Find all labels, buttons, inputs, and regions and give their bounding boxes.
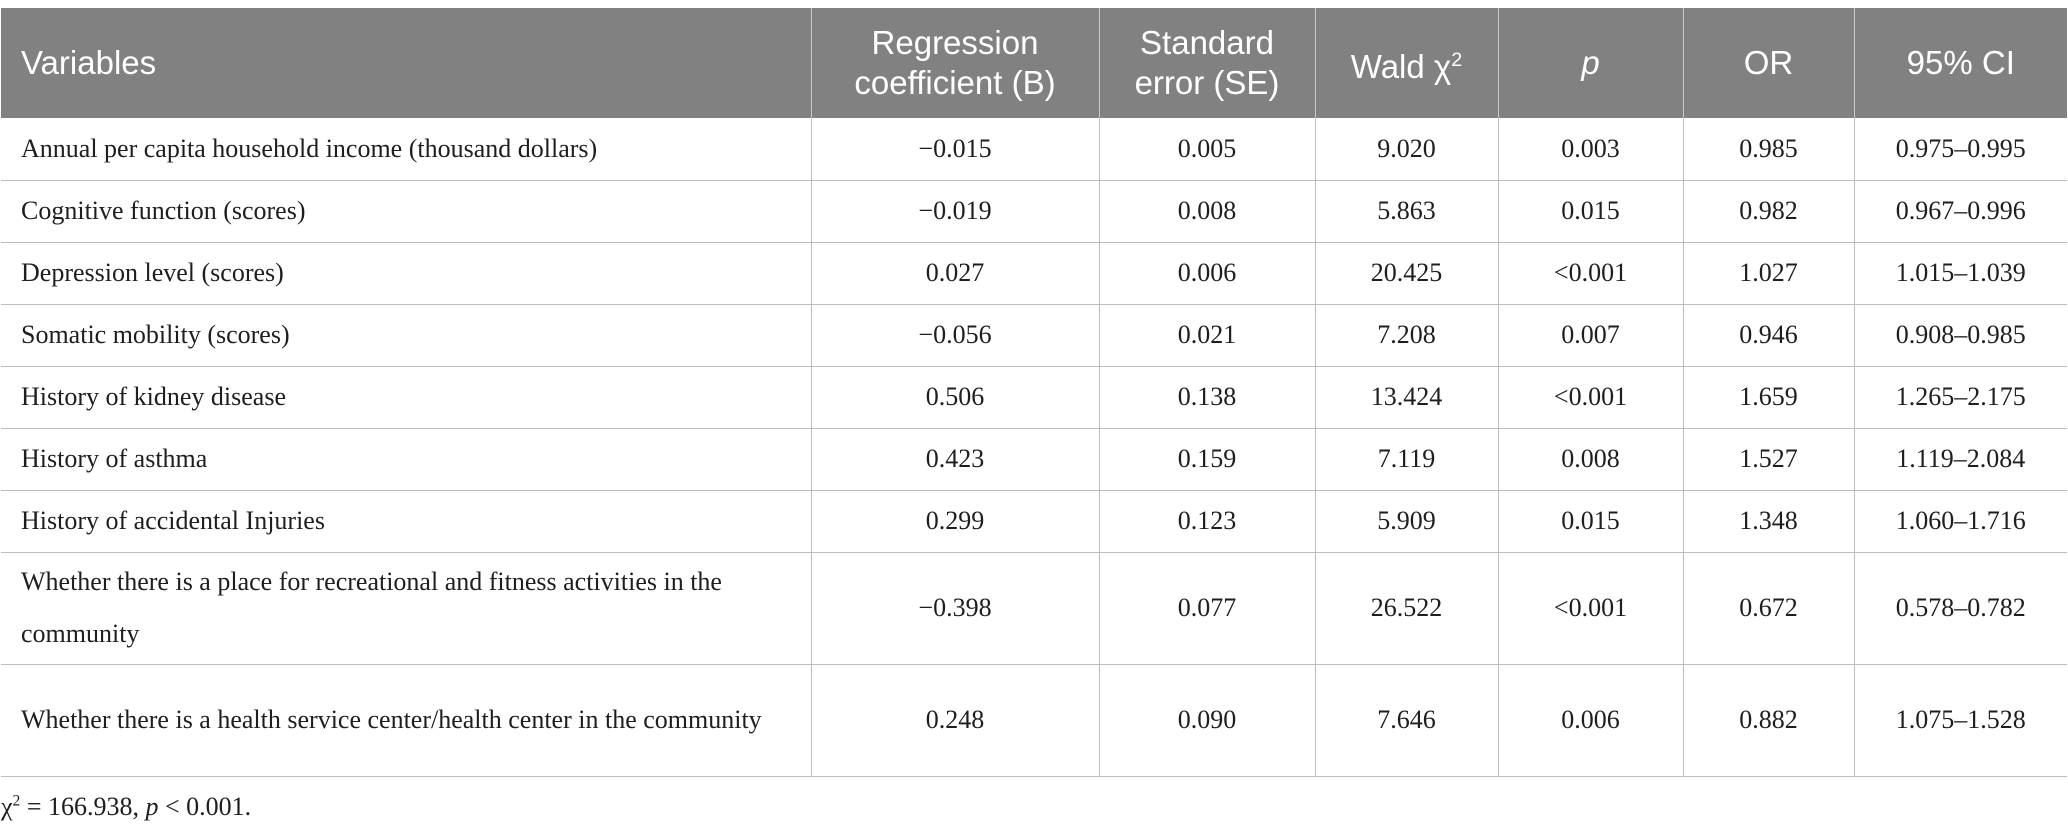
table-row: History of accidental Injuries 0.299 0.1… <box>1 490 2067 553</box>
cell-b: −0.019 <box>810 180 1099 243</box>
header-standard-error: Standard error (SE) <box>1098 8 1315 118</box>
cell-b: 0.506 <box>810 366 1099 429</box>
footnote-chi-symbol: χ <box>1 792 13 821</box>
header-wald-chi2: Wald χ2 <box>1314 8 1498 118</box>
cell-p: <0.001 <box>1497 242 1683 305</box>
cell-p: 0.003 <box>1497 118 1683 181</box>
header-p: p <box>1497 8 1683 118</box>
cell-wald: 5.863 <box>1314 180 1498 243</box>
footnote-p-symbol: p <box>145 792 159 821</box>
cell-b: −0.015 <box>810 118 1099 181</box>
cell-se: 0.159 <box>1098 428 1315 491</box>
cell-variable: Whether there is a health service center… <box>1 664 811 777</box>
cell-ci: 1.265–2.175 <box>1853 366 2067 429</box>
cell-variable: Annual per capita household income (thou… <box>1 118 811 181</box>
header-or: OR <box>1682 8 1854 118</box>
cell-variable: Whether there is a place for recreationa… <box>1 552 811 665</box>
cell-wald: 26.522 <box>1314 552 1498 665</box>
cell-ci: 1.075–1.528 <box>1853 664 2067 777</box>
cell-p: <0.001 <box>1497 366 1683 429</box>
cell-or: 1.659 <box>1682 366 1854 429</box>
cell-se: 0.090 <box>1098 664 1315 777</box>
table-row: Whether there is a place for recreationa… <box>1 552 2067 665</box>
cell-se: 0.006 <box>1098 242 1315 305</box>
cell-variable: History of asthma <box>1 428 811 491</box>
cell-variable: Depression level (scores) <box>1 242 811 305</box>
cell-or: 0.882 <box>1682 664 1854 777</box>
cell-ci: 1.119–2.084 <box>1853 428 2067 491</box>
cell-variable: Cognitive function (scores) <box>1 180 811 243</box>
cell-wald: 7.119 <box>1314 428 1498 491</box>
cell-b: −0.056 <box>810 304 1099 367</box>
cell-ci: 0.975–0.995 <box>1853 118 2067 181</box>
cell-or: 0.982 <box>1682 180 1854 243</box>
header-wald-superscript: 2 <box>1451 48 1463 71</box>
cell-wald: 20.425 <box>1314 242 1498 305</box>
cell-wald: 9.020 <box>1314 118 1498 181</box>
table-row: Somatic mobility (scores) −0.056 0.021 7… <box>1 304 2067 367</box>
cell-wald: 7.646 <box>1314 664 1498 777</box>
table-row: History of kidney disease 0.506 0.138 13… <box>1 366 2067 429</box>
regression-table: Variables Regression coefficient (B) Sta… <box>1 8 2067 777</box>
footnote-p-value: < 0.001. <box>158 792 252 821</box>
cell-se: 0.123 <box>1098 490 1315 553</box>
cell-se: 0.021 <box>1098 304 1315 367</box>
cell-p: 0.015 <box>1497 180 1683 243</box>
cell-variable: Somatic mobility (scores) <box>1 304 811 367</box>
cell-p: 0.015 <box>1497 490 1683 553</box>
cell-b: 0.027 <box>810 242 1099 305</box>
cell-se: 0.005 <box>1098 118 1315 181</box>
table-footnote: χ2 = 166.938, p < 0.001. <box>1 792 251 822</box>
cell-ci: 0.908–0.985 <box>1853 304 2067 367</box>
cell-se: 0.138 <box>1098 366 1315 429</box>
table-row: History of asthma 0.423 0.159 7.119 0.00… <box>1 428 2067 491</box>
cell-b: 0.248 <box>810 664 1099 777</box>
table-row: Annual per capita household income (thou… <box>1 118 2067 181</box>
cell-or: 0.672 <box>1682 552 1854 665</box>
cell-b: 0.299 <box>810 490 1099 553</box>
header-wald-label: Wald χ <box>1350 47 1452 85</box>
table-row: Whether there is a health service center… <box>1 664 2067 777</box>
cell-variable: History of accidental Injuries <box>1 490 811 553</box>
cell-p: 0.008 <box>1497 428 1683 491</box>
table-row: Depression level (scores) 0.027 0.006 20… <box>1 242 2067 305</box>
header-row: Variables Regression coefficient (B) Sta… <box>1 8 2067 118</box>
cell-or: 1.527 <box>1682 428 1854 491</box>
cell-ci: 1.060–1.716 <box>1853 490 2067 553</box>
footnote-chi-value: = 166.938, <box>20 792 146 821</box>
cell-wald: 7.208 <box>1314 304 1498 367</box>
cell-variable: History of kidney disease <box>1 366 811 429</box>
cell-p: 0.006 <box>1497 664 1683 777</box>
header-variables: Variables <box>1 8 811 118</box>
cell-wald: 5.909 <box>1314 490 1498 553</box>
cell-or: 0.946 <box>1682 304 1854 367</box>
cell-ci: 0.578–0.782 <box>1853 552 2067 665</box>
cell-b: −0.398 <box>810 552 1099 665</box>
cell-ci: 1.015–1.039 <box>1853 242 2067 305</box>
cell-or: 0.985 <box>1682 118 1854 181</box>
header-regression-coefficient: Regression coefficient (B) <box>810 8 1099 118</box>
cell-wald: 13.424 <box>1314 366 1498 429</box>
cell-se: 0.008 <box>1098 180 1315 243</box>
cell-p: <0.001 <box>1497 552 1683 665</box>
footnote-superscript: 2 <box>12 792 21 810</box>
cell-or: 1.027 <box>1682 242 1854 305</box>
cell-se: 0.077 <box>1098 552 1315 665</box>
cell-p: 0.007 <box>1497 304 1683 367</box>
cell-b: 0.423 <box>810 428 1099 491</box>
cell-ci: 0.967–0.996 <box>1853 180 2067 243</box>
cell-or: 1.348 <box>1682 490 1854 553</box>
table-row: Cognitive function (scores) −0.019 0.008… <box>1 180 2067 243</box>
header-ci: 95% CI <box>1853 8 2067 118</box>
